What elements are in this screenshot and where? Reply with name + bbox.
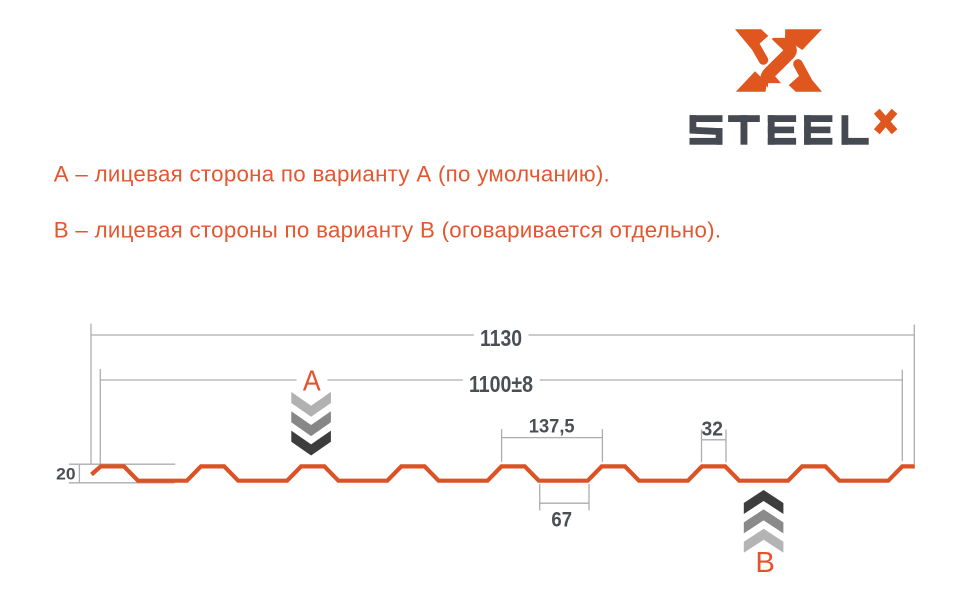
svg-text:B: B [755, 546, 775, 578]
svg-text:1130: 1130 [480, 325, 522, 351]
svg-text:137,5: 137,5 [529, 415, 575, 437]
svg-text:В – лицевая стороны по вариант: В – лицевая стороны по варианту В (огова… [54, 218, 722, 243]
svg-text:67: 67 [551, 508, 572, 531]
svg-text:32: 32 [702, 418, 724, 441]
svg-text:1100±8: 1100±8 [469, 371, 533, 397]
svg-text:А – лицевая сторона по вариант: А – лицевая сторона по варианту А (по ум… [54, 162, 610, 187]
svg-text:20: 20 [56, 466, 75, 484]
svg-text:A: A [303, 364, 321, 396]
